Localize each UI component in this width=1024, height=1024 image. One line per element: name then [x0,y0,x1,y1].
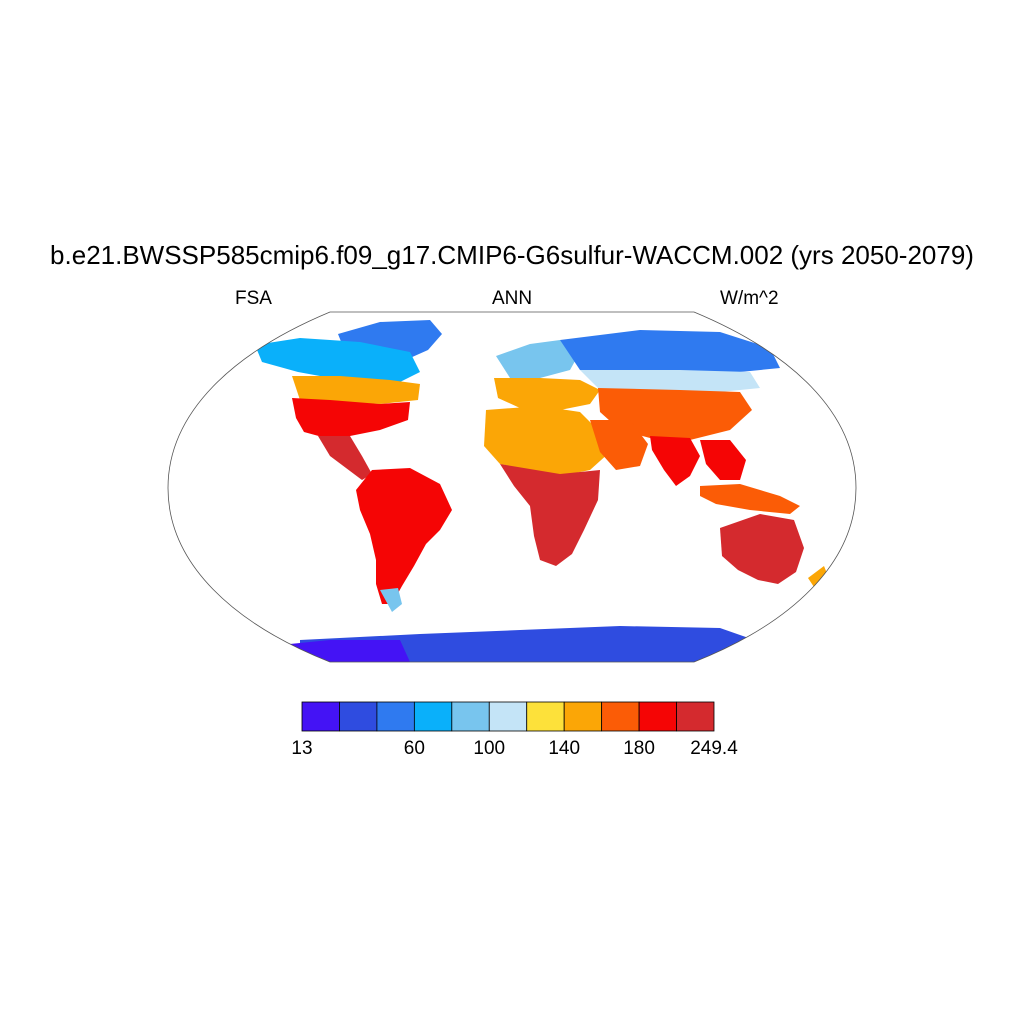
africa-south [500,464,600,566]
south-america [356,468,452,604]
colorbar-tick-label: 60 [403,738,425,759]
north-america-mid [292,376,420,404]
asia-north [560,330,780,372]
north-america-south [292,398,410,438]
colorbar-tick-label: 100 [473,738,506,759]
colorbar-box-6 [526,701,565,732]
antarctica-west [290,640,410,662]
plot-title: b.e21.BWSSP585cmip6.f09_g17.CMIP6-G6sulf… [50,240,974,270]
colorbar-box-1 [339,701,378,732]
colorbar-tick-label: 249.4 [690,738,738,759]
arabia [590,420,648,470]
colorbar-box-3 [413,701,453,732]
colorbar-box-7 [563,701,603,732]
se-asia [700,440,746,480]
colorbar-box-9 [638,701,677,732]
maritime-continent [700,484,800,514]
colorbar-tick-label: 13 [291,738,313,759]
new-zealand [808,566,828,590]
europe-north [496,340,580,378]
europe-south [494,378,600,410]
south-america-tip [380,588,402,612]
colorbar-box-10 [676,701,715,732]
africa-north [484,406,610,476]
units-label: W/m^2 [720,288,779,309]
colorbar-box-4 [451,701,490,732]
map-outline [167,311,857,663]
north-america-high-lat [255,338,420,382]
colorbar-tick-label: 180 [623,738,655,759]
india [650,436,700,486]
central-america [318,436,372,480]
season-label: ANN [491,288,533,309]
colorbar-tick-label: 140 [548,738,581,759]
asia-mid-north [580,370,760,392]
colorbar-box-0 [301,701,340,732]
colorbar-box-5 [488,701,528,732]
asia-mid [598,388,752,440]
colorbar-box-8 [601,701,640,732]
colorbar-box-2 [376,701,415,732]
variable-label: FSA [235,288,272,309]
australia [720,514,804,584]
antarctica [300,626,760,662]
